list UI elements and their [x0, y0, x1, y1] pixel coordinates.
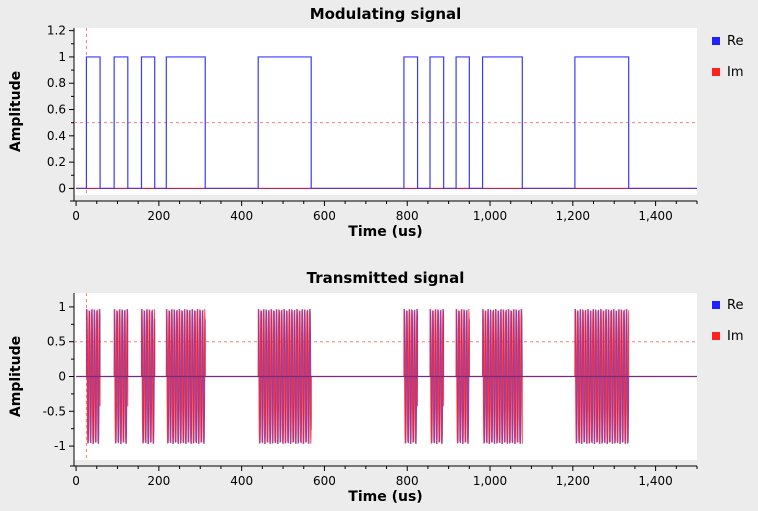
y-axis-label: Amplitude	[8, 336, 24, 417]
y-tick-label: 0.2	[47, 155, 66, 169]
chart-title: Modulating signal	[310, 5, 462, 23]
legend-label-im: Im	[727, 65, 744, 80]
chart-title: Transmitted signal	[307, 269, 465, 287]
legend-label-im: Im	[727, 329, 744, 344]
y-tick-label: 1.2	[47, 24, 66, 38]
y-tick-label: -0.5	[43, 404, 66, 418]
legend-swatch-im	[712, 68, 720, 76]
x-tick-label: 0	[72, 209, 80, 223]
x-tick-label: 1,000	[473, 474, 507, 488]
x-tick-label: 600	[313, 209, 336, 223]
x-tick-label: 400	[230, 474, 253, 488]
plot-area	[74, 28, 697, 195]
y-tick-label: 0	[58, 181, 66, 195]
x-tick-label: 200	[147, 474, 170, 488]
x-tick-label: 1,200	[556, 209, 590, 223]
x-axis-label: Time (us)	[348, 489, 422, 505]
y-tick-label: 1	[58, 300, 66, 314]
y-tick-label: 0	[58, 370, 66, 384]
y-tick-label: 0.5	[47, 335, 66, 349]
x-tick-label: 0	[72, 474, 80, 488]
x-tick-label: 1,000	[473, 209, 507, 223]
y-tick-label: 0.6	[47, 103, 66, 117]
x-tick-label: 600	[313, 474, 336, 488]
im-series-line	[76, 308, 697, 445]
legend-swatch-im	[712, 332, 720, 340]
data-layer	[74, 28, 697, 195]
x-tick-label: 400	[230, 209, 253, 223]
legend-label-re: Re	[727, 298, 743, 313]
legend-swatch-re	[712, 301, 720, 309]
x-tick-label: 800	[396, 209, 419, 223]
y-tick-label: 1	[58, 50, 66, 64]
legend-swatch-re	[712, 37, 720, 45]
x-tick-label: 1,400	[638, 209, 672, 223]
x-tick-label: 1,200	[556, 474, 590, 488]
x-tick-label: 1,400	[638, 474, 672, 488]
y-tick-label: -1	[54, 439, 66, 453]
x-tick-label: 200	[147, 209, 170, 223]
data-layer	[74, 293, 697, 460]
x-tick-label: 800	[396, 474, 419, 488]
y-tick-label: 0.8	[47, 76, 66, 90]
transmitted-signal-chart: Transmitted signal 0 200 400 600 800 1,000 1,20…	[8, 269, 744, 505]
y-tick-label: 0.4	[47, 129, 66, 143]
x-axis-label: Time (us)	[348, 224, 422, 240]
y-axis-label: Amplitude	[8, 71, 24, 152]
modulating-signal-chart: Modulating signal 0 200 400 600 800 1,000 1,200…	[8, 5, 744, 240]
legend-label-re: Re	[727, 34, 743, 49]
